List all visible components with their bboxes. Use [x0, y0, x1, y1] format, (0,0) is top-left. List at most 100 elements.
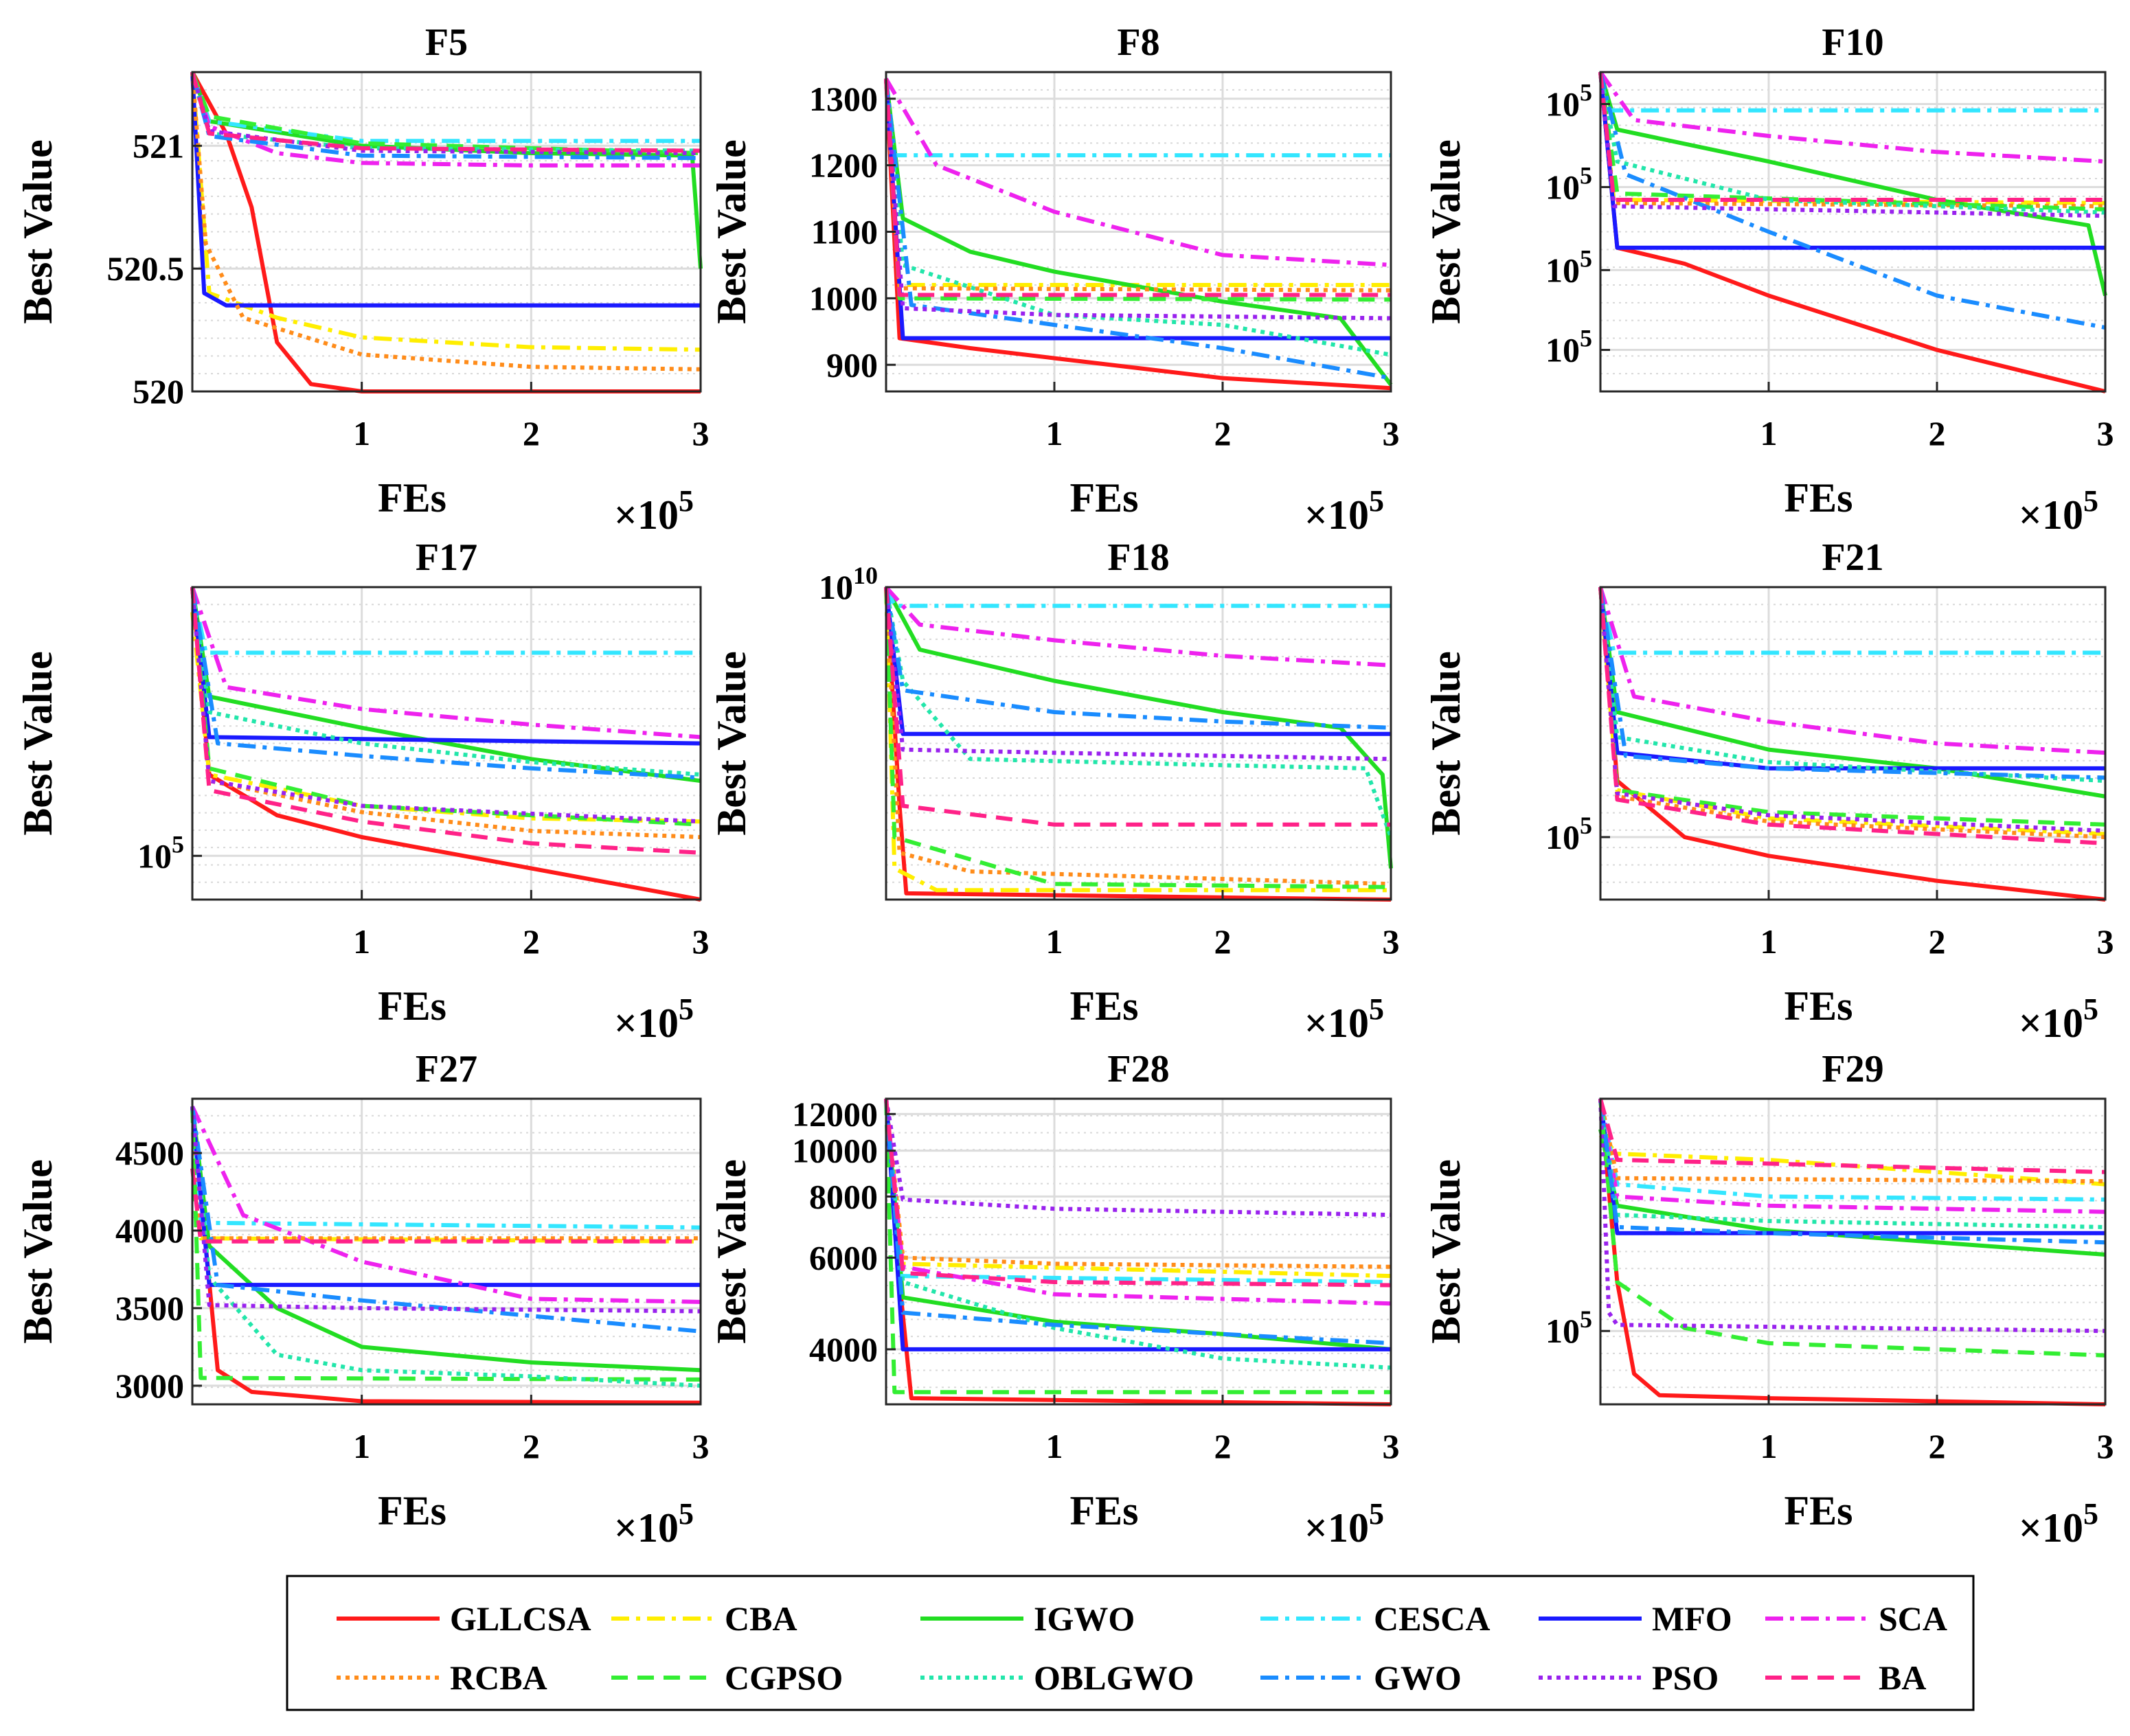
legend-box [286, 1575, 1975, 1711]
legend-item-gwo: GWO [1260, 1658, 1462, 1697]
chart-panels: 1 2 3 520 520.5 521 F5 FEs ×105 Best Value 1 2 3 900 1… [15, 21, 2114, 1551]
series-line-pso [884, 586, 1392, 762]
series-line-sca [1598, 586, 2106, 755]
x-axis-label: FEs [1784, 983, 1853, 1029]
series-line-oblgwo [884, 78, 1392, 357]
y-axis-label: Best Value [709, 651, 754, 835]
legend-label: BA [1879, 1658, 1926, 1697]
x-axis-label: FEs [378, 475, 446, 521]
x-axis-label: FEs [1784, 1488, 1853, 1533]
legend-label: CBA [725, 1599, 797, 1638]
y-tick-label: 520.5 [107, 249, 185, 288]
series-line-rcba [190, 586, 701, 839]
series-line-igwo [884, 78, 1393, 387]
legend-label: RCBA [450, 1658, 547, 1697]
series-line-cba [1598, 586, 2106, 836]
y-tick-label: 8000 [809, 1177, 878, 1215]
series-line-sca [1598, 71, 2106, 164]
x-axis-label: FEs [1069, 475, 1138, 521]
axes-box [1599, 586, 2107, 901]
legend-item-cgpso: CGPSO [611, 1658, 843, 1697]
x-tick-label: 3 [692, 414, 710, 453]
series-line-ba [1598, 1098, 2106, 1174]
series-line-cgpso [1598, 1098, 2106, 1358]
series-line-ba [884, 586, 1391, 827]
x-exponent-label: ×105 [2019, 484, 2098, 538]
series-line-cgpso [884, 78, 1392, 302]
y-axis-label: Best Value [15, 651, 60, 835]
legend-item-igwo: IGWO [920, 1599, 1135, 1638]
series-line-gwo [884, 586, 1392, 730]
panel-title: F8 [1117, 21, 1159, 64]
series-line-rcba [190, 1106, 701, 1241]
panel-title: F17 [416, 536, 477, 579]
x-tick-label: 1 [1046, 414, 1063, 453]
x-axis-label: FEs [1069, 983, 1138, 1029]
series-line-sca [884, 585, 1392, 667]
legend-item-cesca: CESCA [1260, 1599, 1490, 1638]
x-tick-label: 1 [353, 414, 370, 453]
series-line-ba [1598, 586, 2106, 846]
y-tick-label: 1100 [811, 213, 878, 251]
x-tick-label: 1 [1046, 1427, 1063, 1465]
series-line-pso [190, 1106, 701, 1314]
axes-box [1599, 71, 2107, 393]
x-axis-label: FEs [378, 983, 446, 1029]
series-line-cgpso [884, 1098, 1391, 1395]
legend-label: CGPSO [725, 1658, 843, 1697]
series-line-igwo [1598, 71, 2107, 297]
series-line-oblgwo [1598, 586, 2106, 784]
panel-title: F5 [425, 21, 468, 64]
y-tick-label: 521 [133, 126, 184, 165]
legend-label: CESCA [1374, 1599, 1490, 1638]
y-tick-label: 12000 [792, 1095, 878, 1133]
legend-item-ba: BA [1765, 1658, 1926, 1697]
series-line-gwo [190, 1106, 701, 1334]
y-tick-label: 3000 [115, 1367, 184, 1405]
series-line-pso [1598, 71, 2106, 218]
series-line-oblgwo [190, 71, 701, 153]
legend-item-gllcsa: GLLCSA [337, 1599, 591, 1638]
y-tick-label: 3500 [115, 1289, 184, 1327]
panel-title: F29 [1822, 1048, 1883, 1090]
series-line-sca [190, 586, 701, 740]
legend-item-sca: SCA [1765, 1599, 1947, 1638]
y-axis-label: Best Value [709, 1159, 754, 1343]
legend-item-oblgwo: OBLGWO [920, 1658, 1194, 1697]
x-axis-label: FEs [378, 1488, 446, 1533]
series-line-pso [884, 78, 1392, 321]
series-line-sca [884, 78, 1392, 267]
axes-box [885, 1097, 1392, 1406]
axes-box [191, 1097, 702, 1406]
y-axis-label: Best Value [15, 1159, 60, 1343]
series-line-mfo [190, 71, 701, 308]
series-line-cesca [884, 1098, 1392, 1284]
x-tick-label: 1 [353, 922, 370, 961]
series-line-oblgwo [884, 1098, 1392, 1370]
series-line-gwo [190, 71, 701, 161]
y-tick-label: 10000 [792, 1132, 878, 1170]
x-tick-label: 3 [692, 922, 710, 961]
panel-title: F10 [1822, 21, 1883, 64]
y-tick-label: 105 [1545, 1305, 1592, 1350]
x-tick-label: 2 [1929, 1427, 1946, 1465]
x-tick-label: 3 [1383, 922, 1400, 961]
y-axis-label: Best Value [1423, 139, 1469, 323]
x-tick-label: 2 [1214, 922, 1232, 961]
series-line-oblgwo [884, 586, 1393, 838]
x-tick-label: 2 [1929, 414, 1946, 453]
legend-item-mfo: MFO [1539, 1599, 1732, 1638]
series-line-ba [190, 71, 701, 153]
legend-label: IGWO [1034, 1599, 1135, 1638]
legend-label: GLLCSA [450, 1599, 591, 1638]
series-line-ba [190, 586, 701, 855]
y-tick-label: 4500 [115, 1134, 184, 1172]
series-line-rcba [884, 1098, 1392, 1269]
x-tick-label: 3 [2097, 414, 2114, 453]
y-tick-label: 105 [1545, 812, 1592, 856]
y-tick-label: 1000 [809, 279, 878, 317]
